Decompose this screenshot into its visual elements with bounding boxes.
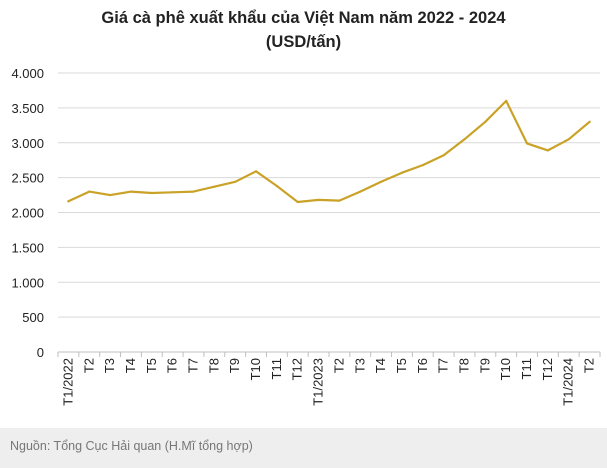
data-point [442,154,445,157]
x-tick-label: T1/2022 [60,358,75,406]
data-point [421,163,424,167]
data-point [150,191,153,195]
y-tick-label: 2.000 [11,206,44,221]
y-tick-label: 1.000 [11,275,44,290]
y-tick-label: 3.000 [11,136,44,151]
source-bar: Nguồn: Tổng Cục Hải quan (H.Mĩ tổng hợp) [0,428,607,468]
data-point [338,199,341,202]
data-point [67,200,70,203]
data-point [525,142,529,145]
source-caption: Nguồn: Tổng Cục Hải quan (H.Mĩ tổng hợp) [10,439,253,453]
data-point [192,190,195,193]
line-chart: 0 500 1.000 1.500 2.000 2.500 3.000 3.500 4.000 T… [11,66,601,406]
data-point [296,200,299,204]
chart-subtitle: (USD/tấn) [265,33,342,51]
x-tick-label: T3 [352,358,367,373]
data-point [213,185,216,188]
series-line [67,99,591,204]
y-tick-label: 4.000 [11,66,44,81]
data-point [129,190,133,193]
data-point [359,190,362,193]
x-tick-label: T12 [290,358,305,380]
x-tick-label: T5 [144,358,159,373]
x-tick-label: T11 [269,358,284,379]
data-point [234,180,237,183]
x-tick-label: T8 [457,358,472,373]
x-tick-label: T2 [81,358,96,373]
x-tick-label: T6 [415,358,430,373]
data-point [109,193,112,197]
data-point [171,191,174,194]
y-tick-label: 3.500 [11,101,44,116]
x-tick-label: T3 [102,358,117,373]
x-tick-label: T8 [206,358,221,373]
chart-area: Giá cà phê xuất khẩu của Việt Nam năm 20… [11,9,601,406]
x-tick-label: T7 [186,358,201,373]
data-point [254,170,258,173]
x-tick-label: T10 [248,358,263,380]
data-point [567,138,570,141]
data-point [463,138,466,141]
x-tick-label: T9 [477,358,492,373]
data-point [546,149,549,152]
x-tick-label: T10 [498,358,513,380]
y-tick-label: 0 [37,345,44,360]
x-tick-label: T1/2023 [311,358,326,406]
data-point [588,120,591,123]
x-tick-label: T1/2024 [561,358,576,406]
x-tick-label: T9 [227,358,242,373]
data-point [484,120,487,123]
x-tick-label: T4 [373,358,388,373]
x-tick-label: T6 [165,358,180,373]
data-point [275,184,278,188]
x-tick-label: T5 [394,358,409,373]
x-tick-label: T4 [123,358,138,373]
x-tick-label: T2 [582,358,597,373]
y-tick-label: 500 [22,310,44,325]
data-point [400,171,404,174]
data-point [380,180,383,183]
x-tick-label: T2 [331,358,346,373]
data-point [88,190,91,193]
chart-title: Giá cà phê xuất khẩu của Việt Nam năm 20… [101,9,506,27]
y-tick-label: 2.500 [11,171,44,186]
x-tick-label: T7 [436,358,451,373]
data-point [505,99,508,102]
y-tick-label: 1.500 [11,240,44,255]
x-tick-label: T11 [519,358,534,379]
x-tick-label: T12 [540,358,555,380]
data-point [317,198,320,202]
